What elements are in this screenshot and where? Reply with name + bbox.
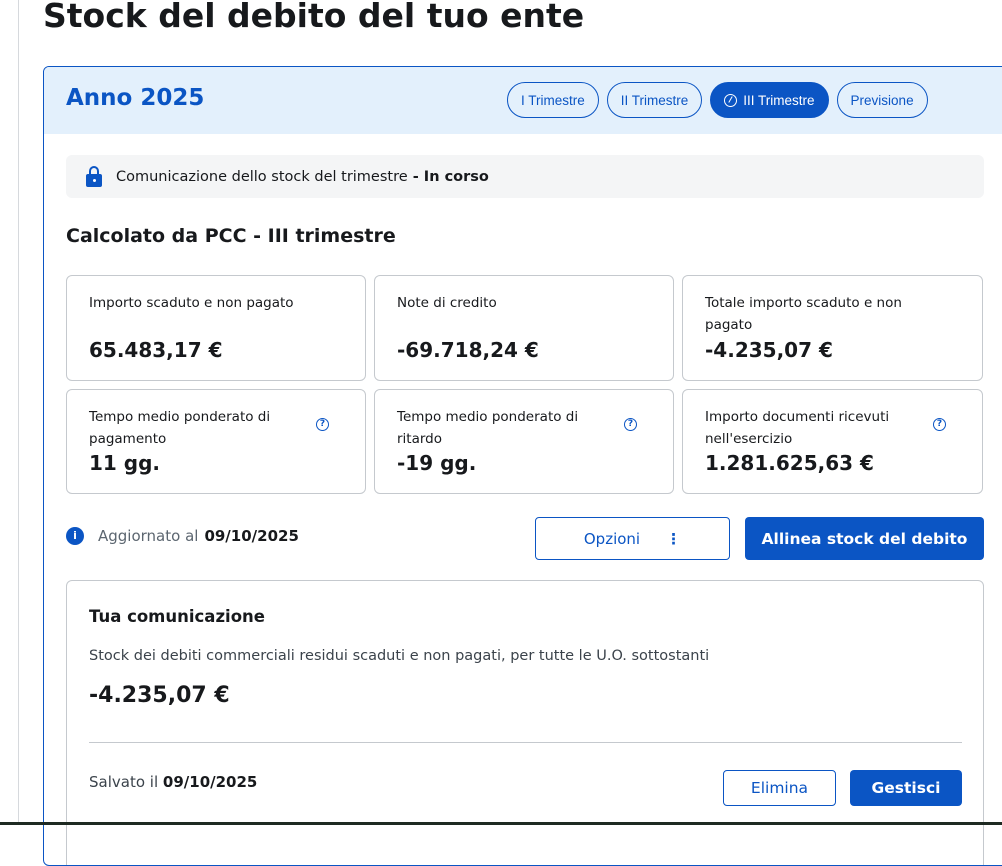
help-icon[interactable]: ? (624, 418, 637, 431)
metric-value: -69.718,24 € (397, 338, 539, 362)
tab-iii-trimestre[interactable]: III Trimestre (710, 82, 829, 118)
metric-card: Tempo medio ponderato di ritardo? -19 gg. (374, 389, 674, 494)
status-separator: - (407, 168, 424, 185)
year-card: Anno 2025 I Trimestre II Trimestre III T… (43, 66, 1002, 866)
metric-label: Tempo medio ponderato di pagamento (89, 409, 271, 447)
lock-open-icon (86, 165, 102, 188)
page-title: Stock del debito del tuo ente (43, 0, 585, 35)
metric-value: 1.281.625,63 € (705, 451, 874, 475)
saved-date: 09/10/2025 (162, 773, 258, 791)
metric-value: -4.235,07 € (705, 338, 833, 362)
metric-value: -19 gg. (397, 451, 477, 475)
metric-value: 11 gg. (89, 451, 161, 475)
quarter-tabs: I Trimestre II Trimestre III Trimestre P… (507, 82, 928, 118)
tab-previsione[interactable]: Previsione (836, 82, 928, 118)
communication-description: Stock dei debiti commerciali residui sca… (89, 648, 710, 664)
status-badge: In corso (423, 168, 489, 185)
manage-button[interactable]: Gestisci (850, 770, 962, 806)
metric-card: Importo documenti ricevuti nell'esercizi… (682, 389, 983, 494)
more-vertical-icon: ⋮ (666, 529, 682, 548)
divider (89, 742, 962, 743)
metrics-grid: Importo scaduto e non pagato 65.483,17 € … (66, 275, 983, 494)
delete-button[interactable]: Elimina (723, 770, 836, 806)
metric-label: Note di credito (397, 295, 497, 311)
metric-label: Tempo medio ponderato di ritardo (397, 409, 579, 447)
tab-label: I Trimestre (521, 92, 585, 108)
metric-label: Importo documenti ricevuti nell'esercizi… (705, 409, 890, 447)
metric-card: Importo scaduto e non pagato 65.483,17 € (66, 275, 366, 381)
tab-label: III Trimestre (743, 92, 815, 108)
year-title: Anno 2025 (66, 85, 205, 111)
tab-label: II Trimestre (620, 92, 689, 108)
status-text: Comunicazione dello stock del trimestre (116, 168, 408, 185)
metric-value: 65.483,17 € (89, 338, 223, 362)
saved-info: Salvato il 09/10/2025 (89, 773, 257, 791)
metric-card: Tempo medio ponderato di pagamento? 11 gg… (66, 389, 366, 494)
help-icon[interactable]: ? (933, 418, 946, 431)
communication-value: -4.235,07 € (89, 683, 230, 708)
info-icon: i (66, 527, 84, 545)
status-banner: Comunicazione dello stock del trimestre … (66, 155, 984, 198)
communication-title: Tua comunicazione (89, 607, 265, 626)
window-bottom-edge (0, 822, 1002, 825)
tab-ii-trimestre[interactable]: II Trimestre (606, 82, 703, 118)
metric-label: Importo scaduto e non pagato (89, 295, 294, 311)
check-circle-icon (724, 93, 738, 107)
metric-card: Totale importo scaduto e non pagato -4.23… (682, 275, 983, 381)
metric-label: Totale importo scaduto e non pagato (705, 295, 902, 333)
align-stock-button[interactable]: Allinea stock del debito (745, 517, 984, 560)
metric-card: Note di credito -69.718,24 € (374, 275, 674, 381)
tab-i-trimestre[interactable]: I Trimestre (507, 82, 599, 118)
year-header: Anno 2025 I Trimestre II Trimestre III T… (44, 67, 1002, 134)
options-label: Opzioni (583, 529, 641, 548)
updated-date: 09/10/2025 (204, 527, 299, 545)
updated-info: i Aggiornato al 09/10/2025 (66, 527, 299, 545)
section-title: Calcolato da PCC - III trimestre (66, 225, 396, 247)
communication-card: Tua comunicazione Stock dei debiti comme… (66, 580, 984, 865)
help-icon[interactable]: ? (316, 418, 329, 431)
tab-label: Previsione (850, 92, 914, 108)
page-divider (18, 0, 19, 825)
updated-label: Aggiornato al (98, 527, 199, 545)
options-button[interactable]: Opzioni ⋮ (535, 517, 730, 560)
saved-label: Salvato il (89, 773, 159, 791)
